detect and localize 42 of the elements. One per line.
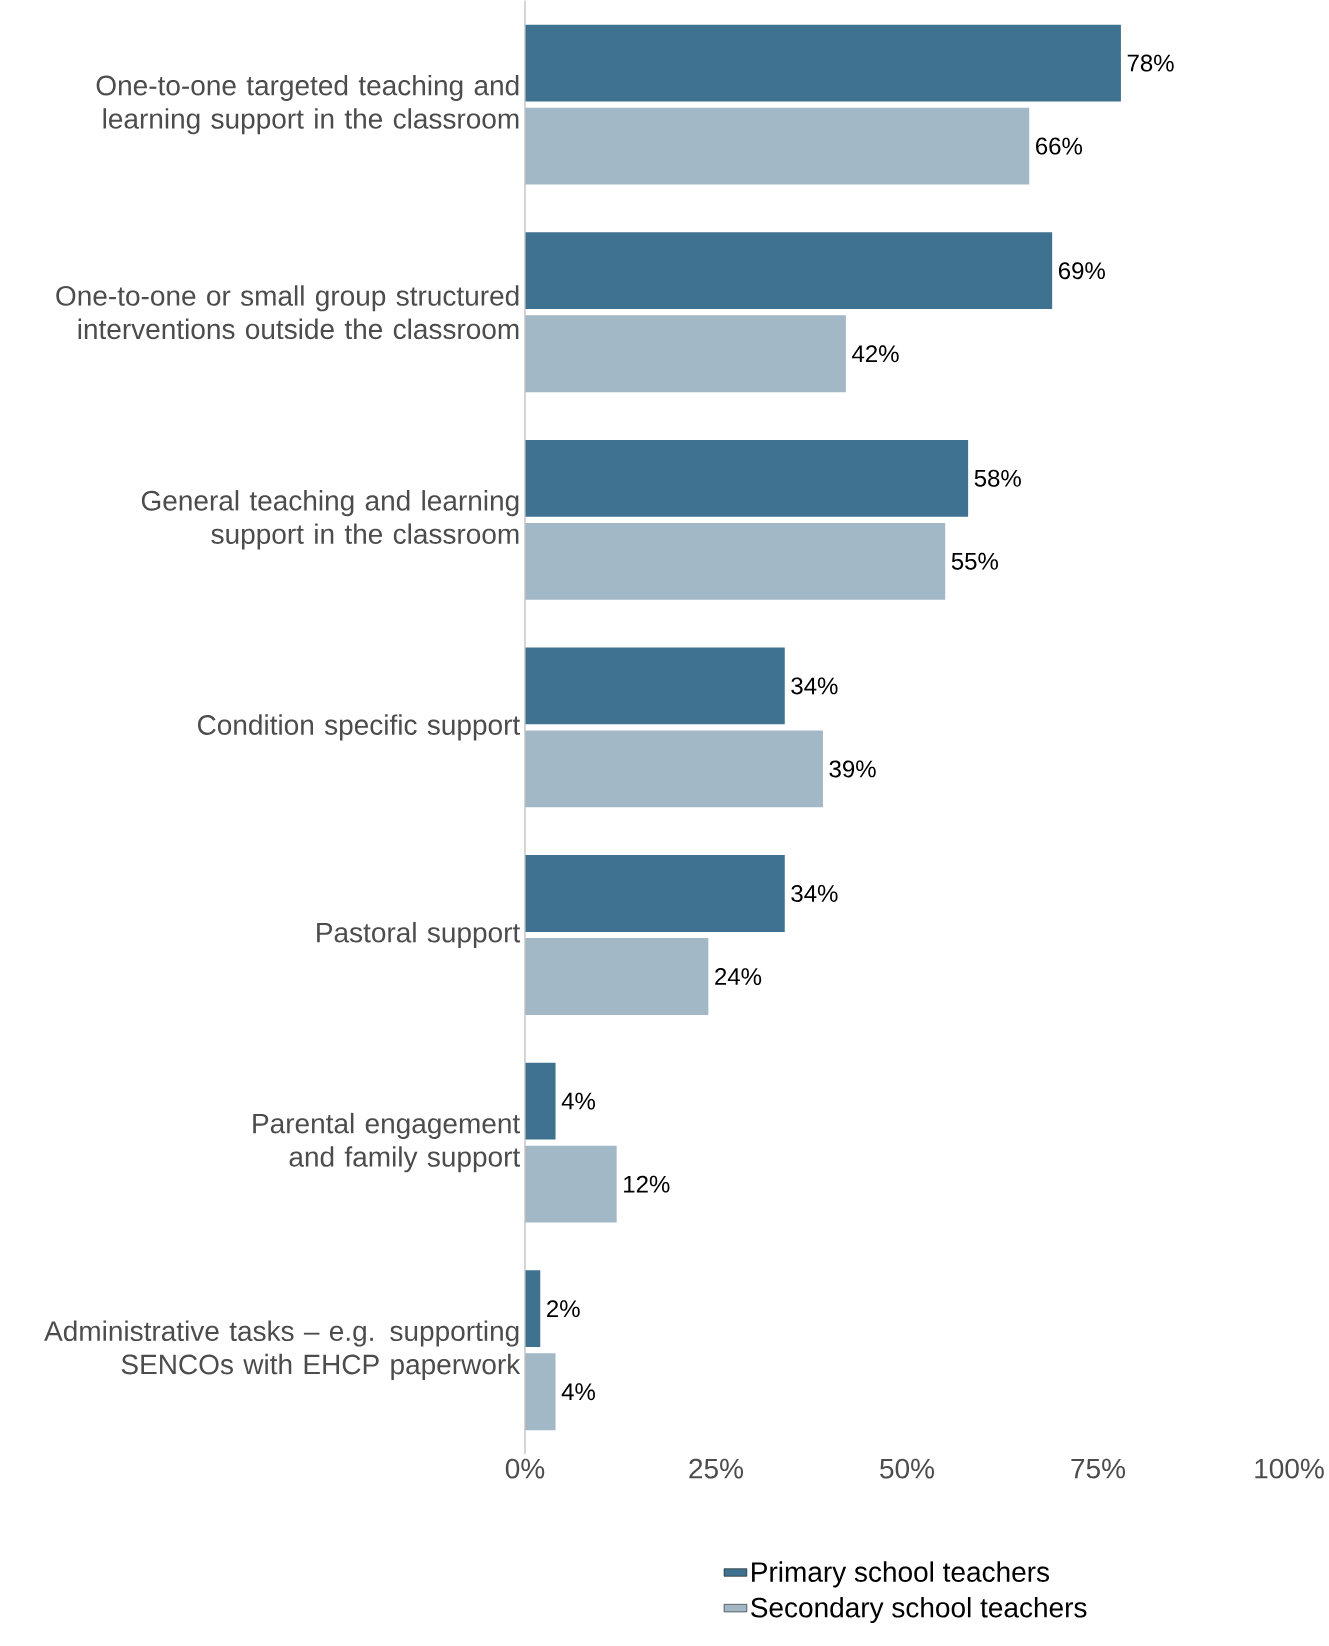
data-label: 66% (1036, 137, 1083, 155)
y-tick-label: Parental engagement and family support (253, 1112, 521, 1173)
x-tick-label: 50% (880, 1458, 935, 1479)
x-tick-label: 25% (689, 1458, 744, 1479)
bar (525, 1270, 541, 1348)
y-tick-label: General teaching and learning support in the classroom (141, 490, 519, 550)
legend-label: Secondary school teachers (751, 1596, 1087, 1624)
y-tick-label: One-to-one or small group structured interventions outside the classroom (56, 285, 519, 340)
data-label: 4% (561, 1383, 595, 1401)
y-tick-label: One-to-one targeted teaching and learning support in the classroom (96, 74, 519, 135)
data-label: 2% (547, 1300, 580, 1318)
data-label: 4% (561, 1092, 595, 1110)
bar (525, 232, 1053, 310)
legend-label: Primary school teachers (752, 1561, 1050, 1588)
data-label: 34% (791, 677, 838, 695)
data-label: 69% (1058, 262, 1105, 280)
bar (525, 1062, 556, 1140)
x-tick-label: 0% (505, 1458, 545, 1479)
bar (525, 1353, 556, 1431)
y-tick-label: Pastoral support (317, 921, 521, 949)
bar (525, 24, 1121, 102)
bar (525, 439, 969, 517)
data-label: 12% (624, 1175, 670, 1193)
bar (525, 647, 785, 725)
bar (525, 315, 846, 393)
data-label: 58% (974, 469, 1021, 487)
bar (525, 1145, 617, 1223)
x-tick-label: 100% (1255, 1458, 1324, 1479)
data-label: 55% (951, 552, 998, 570)
y-tick-label: Administrative tasks – e.g. supporting SENCOs with EHCP paperwork (44, 1320, 521, 1380)
data-label: 78% (1127, 54, 1174, 72)
bar (525, 855, 785, 932)
y-tick-label: Condition specific support (197, 714, 520, 741)
data-label: 34% (791, 884, 838, 902)
x-tick-label: 75% (1071, 1458, 1126, 1479)
data-label: 39% (829, 760, 876, 778)
bar (525, 938, 709, 1015)
data-label: 24% (715, 968, 762, 985)
bar (525, 730, 823, 808)
bar (525, 107, 1030, 185)
data-label: 42% (852, 345, 899, 363)
bar (525, 522, 946, 600)
